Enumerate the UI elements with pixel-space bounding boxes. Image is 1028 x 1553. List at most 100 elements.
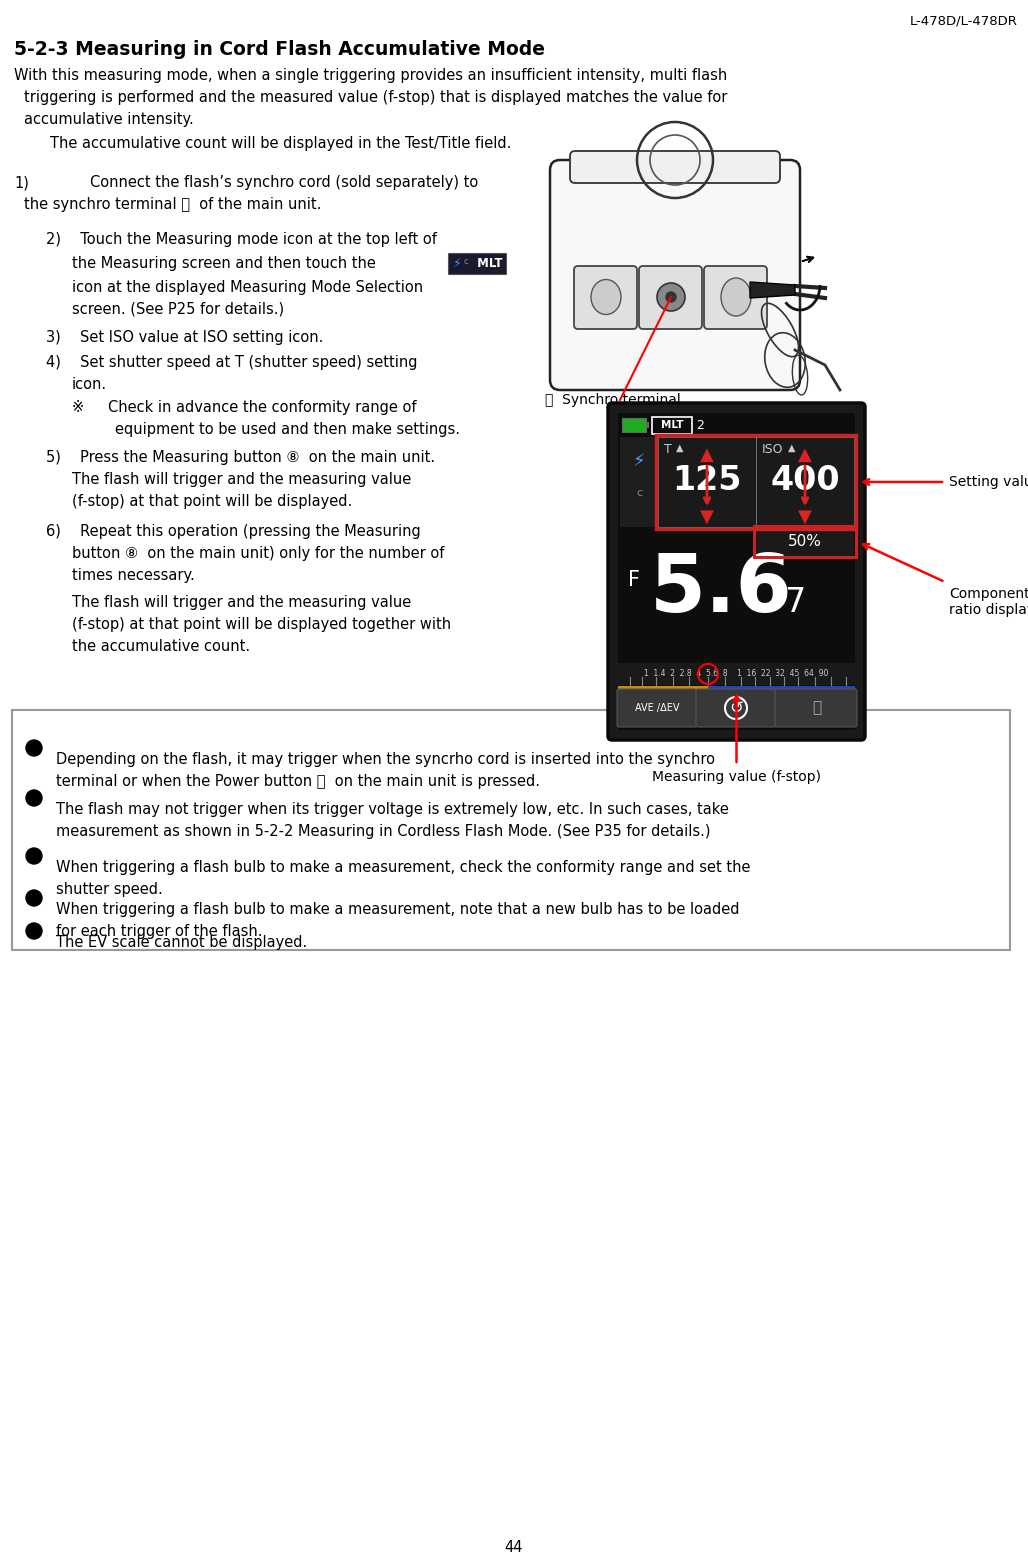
FancyBboxPatch shape bbox=[574, 266, 637, 329]
Text: ⚡: ⚡ bbox=[632, 453, 646, 471]
Text: Connect the flash’s synchro cord (sold separately) to: Connect the flash’s synchro cord (sold s… bbox=[90, 175, 478, 189]
Text: terminal or when the Power button ⓙ  on the main unit is pressed.: terminal or when the Power button ⓙ on t… bbox=[56, 773, 540, 789]
Bar bbox=[618, 663, 855, 685]
Text: ▼: ▼ bbox=[700, 508, 713, 526]
Text: 125: 125 bbox=[672, 463, 742, 497]
Text: icon at the displayed Measuring Mode Selection: icon at the displayed Measuring Mode Sel… bbox=[72, 280, 424, 295]
Text: ⓒ  Synchro terminal: ⓒ Synchro terminal bbox=[545, 393, 681, 407]
Bar bbox=[656, 435, 856, 530]
Text: accumulative intensity.: accumulative intensity. bbox=[24, 112, 193, 127]
Bar bbox=[754, 526, 856, 558]
Text: the synchro terminal ⓒ  of the main unit.: the synchro terminal ⓒ of the main unit. bbox=[24, 197, 322, 213]
Text: 5)  Press the Measuring button ⑧  on the main unit.: 5) Press the Measuring button ⑧ on the m… bbox=[46, 450, 435, 464]
Text: The flash will trigger and the measuring value: The flash will trigger and the measuring… bbox=[72, 595, 411, 610]
Text: ISO: ISO bbox=[762, 443, 783, 457]
Text: The EV scale cannot be displayed.: The EV scale cannot be displayed. bbox=[56, 935, 307, 950]
Text: 2)  Touch the Measuring mode icon at the top left of: 2) Touch the Measuring mode icon at the … bbox=[46, 231, 437, 247]
Text: Setting values: Setting values bbox=[949, 475, 1028, 489]
Text: The flash may not trigger when its trigger voltage is extremely low, etc. In suc: The flash may not trigger when its trigg… bbox=[56, 801, 729, 817]
Text: ▲: ▲ bbox=[700, 446, 713, 464]
Text: measurement as shown in 5-2-2 Measuring in Cordless Flash Mode. (See P35 for det: measurement as shown in 5-2-2 Measuring … bbox=[56, 825, 710, 839]
Text: 🔧: 🔧 bbox=[812, 700, 821, 716]
Text: With this measuring mode, when a single triggering provides an insufficient inte: With this measuring mode, when a single … bbox=[14, 68, 727, 82]
Bar bbox=[756, 436, 854, 526]
Bar bbox=[708, 686, 855, 696]
FancyBboxPatch shape bbox=[550, 160, 800, 390]
Text: for each trigger of the flash.: for each trigger of the flash. bbox=[56, 924, 262, 940]
Circle shape bbox=[26, 848, 42, 863]
Bar bbox=[618, 413, 855, 730]
FancyBboxPatch shape bbox=[570, 151, 780, 183]
Text: 44: 44 bbox=[505, 1541, 523, 1553]
FancyBboxPatch shape bbox=[448, 253, 506, 273]
Bar bbox=[646, 422, 649, 429]
Bar bbox=[622, 418, 646, 432]
Text: The accumulative count will be displayed in the Test/Title field.: The accumulative count will be displayed… bbox=[50, 137, 511, 151]
Circle shape bbox=[26, 739, 42, 756]
Text: 7: 7 bbox=[784, 585, 806, 618]
Ellipse shape bbox=[721, 278, 751, 315]
Text: 1  1.4  2  2.8  4  5.6  8    1  16  22  32  45  64  90: 1 1.4 2 2.8 4 5.6 8 1 16 22 32 45 64 90 bbox=[645, 669, 829, 679]
Text: the Measuring screen and then touch the: the Measuring screen and then touch the bbox=[72, 256, 376, 272]
Text: button ⑧  on the main unit) only for the number of: button ⑧ on the main unit) only for the … bbox=[72, 547, 444, 561]
Text: the accumulative count.: the accumulative count. bbox=[72, 638, 250, 654]
Polygon shape bbox=[750, 283, 795, 298]
Text: ▲: ▲ bbox=[788, 443, 796, 453]
FancyBboxPatch shape bbox=[617, 690, 697, 727]
Text: 4)  Set shutter speed at T (shutter speed) setting: 4) Set shutter speed at T (shutter speed… bbox=[46, 356, 417, 370]
Text: AVE /ΔEV: AVE /ΔEV bbox=[634, 704, 680, 713]
Text: T: T bbox=[664, 443, 671, 457]
Text: ▲: ▲ bbox=[798, 446, 812, 464]
Text: times necessary.: times necessary. bbox=[72, 568, 194, 582]
Circle shape bbox=[657, 283, 685, 311]
Circle shape bbox=[26, 790, 42, 806]
Text: The flash will trigger and the measuring value: The flash will trigger and the measuring… bbox=[72, 472, 411, 488]
Text: ※   Check in advance the conformity range of: ※ Check in advance the conformity range … bbox=[72, 401, 416, 415]
Bar bbox=[756, 528, 854, 556]
Text: shutter speed.: shutter speed. bbox=[56, 882, 162, 898]
Bar bbox=[618, 413, 855, 436]
Text: 5-2-3 Measuring in Cord Flash Accumulative Mode: 5-2-3 Measuring in Cord Flash Accumulati… bbox=[14, 40, 545, 59]
Text: 400: 400 bbox=[770, 463, 840, 497]
FancyBboxPatch shape bbox=[608, 402, 865, 739]
Text: c: c bbox=[464, 256, 469, 266]
Text: F: F bbox=[628, 570, 640, 590]
Text: Measuring value (f-stop): Measuring value (f-stop) bbox=[652, 770, 821, 784]
Text: 50%: 50% bbox=[788, 534, 822, 550]
Text: Component
ratio display: Component ratio display bbox=[949, 587, 1028, 617]
Text: When triggering a flash bulb to make a measurement, check the conformity range a: When triggering a flash bulb to make a m… bbox=[56, 860, 750, 874]
FancyBboxPatch shape bbox=[696, 690, 776, 727]
Circle shape bbox=[666, 292, 676, 301]
Circle shape bbox=[26, 890, 42, 905]
Text: L-478D/L-478DR: L-478D/L-478DR bbox=[910, 16, 1018, 28]
Text: ▲: ▲ bbox=[676, 443, 684, 453]
Text: ▼: ▼ bbox=[798, 508, 812, 526]
Text: 1): 1) bbox=[14, 175, 29, 189]
Text: MLT: MLT bbox=[661, 421, 684, 430]
Bar bbox=[620, 436, 658, 526]
Bar bbox=[618, 686, 708, 696]
Text: 5.6: 5.6 bbox=[650, 551, 793, 629]
Text: (f-stop) at that point will be displayed together with: (f-stop) at that point will be displayed… bbox=[72, 617, 451, 632]
FancyBboxPatch shape bbox=[12, 710, 1009, 950]
Text: c: c bbox=[636, 488, 642, 499]
Text: Depending on the flash, it may trigger when the syncrho cord is inserted into th: Depending on the flash, it may trigger w… bbox=[56, 752, 715, 767]
Text: When triggering a flash bulb to make a measurement, note that a new bulb has to : When triggering a flash bulb to make a m… bbox=[56, 902, 739, 916]
FancyBboxPatch shape bbox=[775, 690, 857, 727]
Text: MLT: MLT bbox=[473, 256, 503, 270]
Text: (f-stop) at that point will be displayed.: (f-stop) at that point will be displayed… bbox=[72, 494, 353, 509]
Text: ↺: ↺ bbox=[729, 699, 743, 717]
Text: triggering is performed and the measured value (f-stop) that is displayed matche: triggering is performed and the measured… bbox=[24, 90, 728, 106]
Text: screen. (See P25 for details.): screen. (See P25 for details.) bbox=[72, 301, 284, 317]
Text: 3)  Set ISO value at ISO setting icon.: 3) Set ISO value at ISO setting icon. bbox=[46, 329, 324, 345]
Text: Caution: Caution bbox=[20, 724, 98, 742]
Text: ⚡: ⚡ bbox=[453, 256, 462, 270]
Text: equipment to be used and then make settings.: equipment to be used and then make setti… bbox=[115, 422, 460, 436]
Text: 6)  Repeat this operation (pressing the Measuring: 6) Repeat this operation (pressing the M… bbox=[46, 523, 420, 539]
Bar bbox=[658, 436, 756, 526]
FancyBboxPatch shape bbox=[652, 418, 692, 433]
FancyBboxPatch shape bbox=[639, 266, 702, 329]
Text: 2: 2 bbox=[696, 419, 704, 432]
Ellipse shape bbox=[591, 280, 621, 315]
Circle shape bbox=[26, 922, 42, 940]
